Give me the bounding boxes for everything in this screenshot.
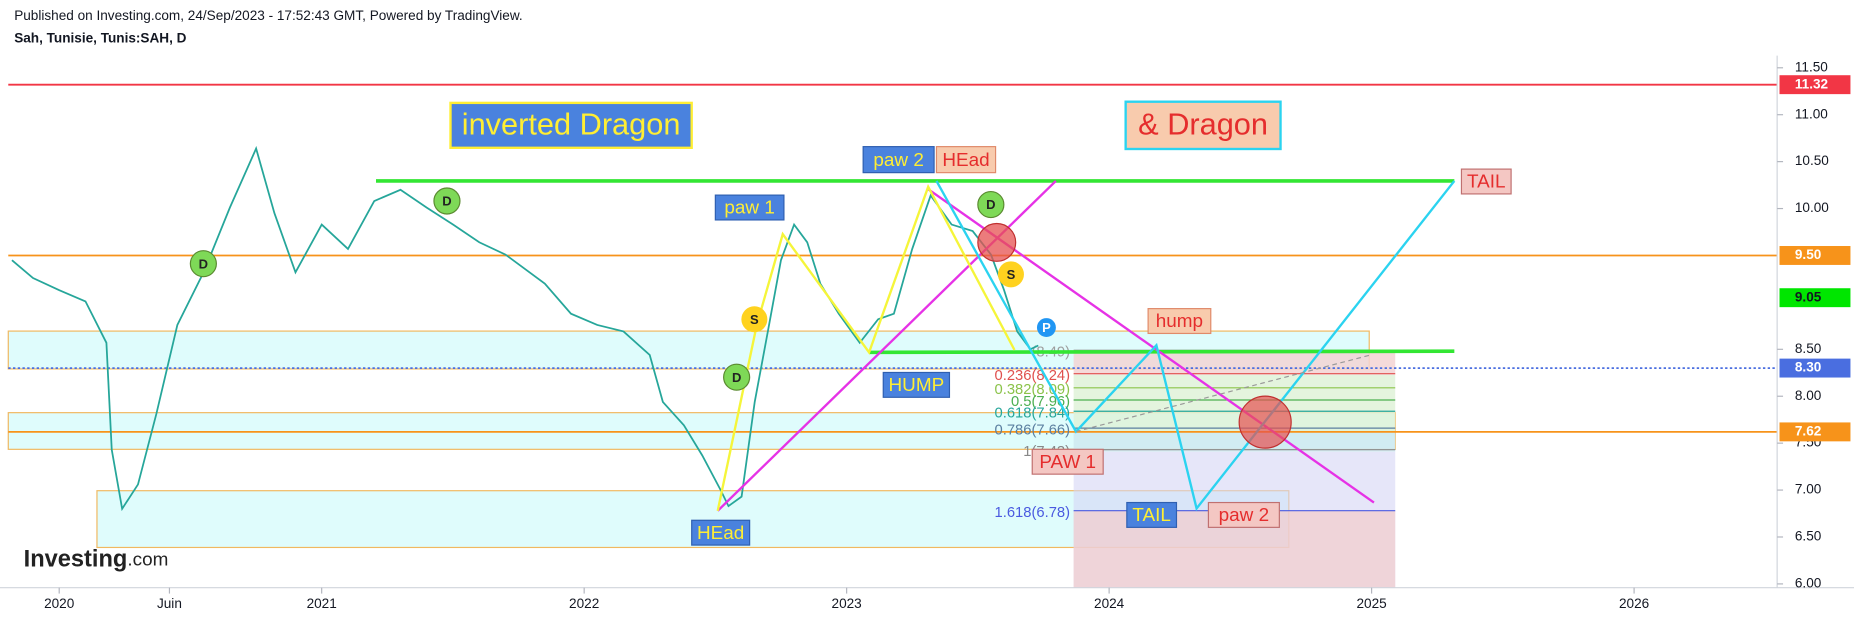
price-label-box [1779,358,1851,378]
signal-label: P [1042,320,1051,335]
y-tick-label: 11.00 [1795,106,1828,121]
annotation-box [1207,501,1280,528]
price-label-box [1779,288,1851,308]
fib-label: 0.618(7.84) [995,406,1071,422]
annotation-box [1147,308,1212,335]
annotation-box [691,519,751,546]
signal-marker [433,187,461,215]
annotation-label: HEad [942,150,989,171]
price-label-box [1779,246,1851,265]
y-tick-label: 6.50 [1795,529,1822,544]
target-circle [977,222,1017,262]
signal-marker [741,306,768,333]
x-tick-label: 2021 [307,596,337,611]
price-label: 8.30 [1795,360,1821,375]
x-tick-label: 2024 [1094,596,1125,611]
projection-line [1075,354,1372,433]
annotation-box [1031,448,1104,475]
signal-label: D [986,197,995,212]
price-label: 7.62 [1795,423,1822,438]
signal-marker [997,261,1024,288]
x-tick-label: 2023 [832,596,862,611]
signal-marker [977,190,1005,219]
fib-label: 0.5(7.96) [1011,394,1070,410]
signal-label: S [1007,267,1016,282]
annotation-label: PAW 1 [1039,452,1096,473]
x-tick-label: 2022 [569,596,599,611]
annotation-label: inverted Dragon [462,107,681,142]
annotation-box [882,371,951,398]
y-tick-label: 8.50 [1795,341,1822,356]
price-label: 11.32 [1795,76,1829,91]
pattern-line [935,180,1456,512]
annotation-label: HUMP [889,375,945,396]
annotation-label: hump [1156,311,1203,332]
published-note: Published on Investing.com, 24/Sep/2023 … [14,8,522,23]
price-label-box [1779,75,1851,95]
annotation-label: paw 1 [724,198,774,219]
signal-label: D [732,370,741,385]
fib-label: 1.618(6.78) [995,505,1071,521]
fib-label: 0.786(7.66) [995,422,1071,438]
y-tick-label: 6.00 [1795,576,1822,591]
annotation-label: TAIL [1467,172,1506,193]
signal-label: D [199,256,208,271]
price-label: 9.05 [1795,289,1822,304]
signal-marker [189,250,217,278]
signal-marker [1036,318,1056,337]
y-tick-label: 11.50 [1795,59,1828,74]
price-label: 9.50 [1795,247,1821,262]
fib-band [1073,351,1396,375]
annotation-label: TAIL [1132,505,1171,526]
signal-marker [723,363,751,391]
annotation-box [1460,168,1512,195]
x-tick-label: 2026 [1619,596,1649,611]
annotation-label: & Dragon [1138,107,1268,142]
x-tick-label: 2025 [1356,596,1386,611]
pattern-line [716,183,1016,512]
y-tick-label: 10.00 [1795,200,1829,215]
signal-label: S [750,312,759,327]
annotation-label: HEad [697,523,744,544]
y-tick-label: 10.50 [1795,153,1829,168]
price-line [11,145,1039,512]
annotation-box [1124,100,1282,151]
annotation-box [1126,501,1178,528]
drawings [376,179,1456,512]
annotation-box [862,146,935,174]
x-tick-label: Juin [157,596,182,611]
annotation-label: paw 2 [1219,505,1269,526]
y-tick-label: 7.00 [1795,482,1822,497]
annotation-box [714,194,785,221]
annotation-label: paw 2 [873,150,923,171]
logo: Investing.com [24,547,169,573]
fib-label: 0.236(8.24) [995,368,1071,384]
price-label-box [1779,422,1851,442]
trend-line [869,349,1455,355]
annotation-box [935,146,997,174]
annotation-box [449,101,693,149]
x-tick-label: 2020 [44,596,75,611]
signal-label: D [442,194,451,209]
y-tick-label: 8.00 [1795,388,1822,403]
fib-band [1073,431,1396,452]
target-circle [1238,395,1292,449]
symbol-title: Sah, Tunisie, Tunis:SAH, D [14,31,186,46]
